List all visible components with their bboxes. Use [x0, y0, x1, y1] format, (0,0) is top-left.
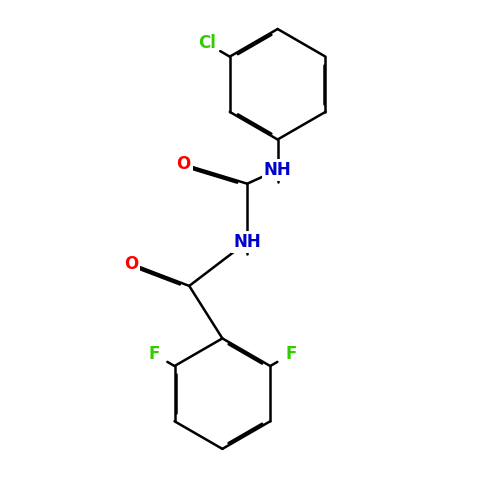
Text: F: F [148, 345, 160, 363]
Text: F: F [285, 345, 296, 363]
Text: NH: NH [234, 232, 261, 250]
Text: O: O [176, 156, 191, 174]
Text: O: O [124, 255, 138, 273]
Text: NH: NH [264, 161, 291, 179]
Text: Cl: Cl [198, 34, 216, 52]
